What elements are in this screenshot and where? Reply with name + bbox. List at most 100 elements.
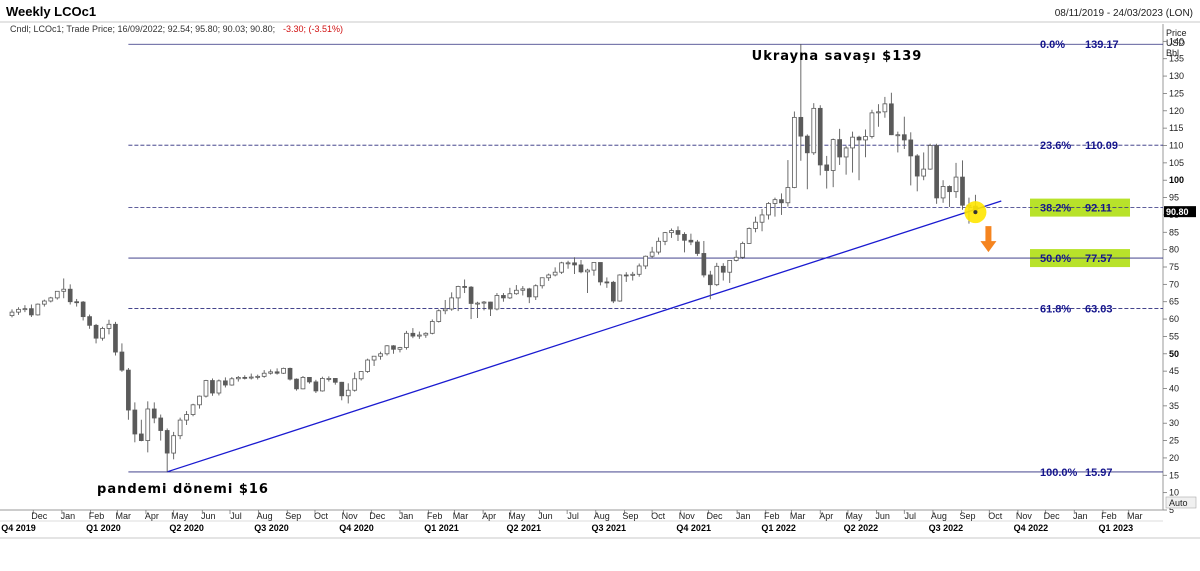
candle-body (9, 311, 15, 316)
y-tick-label: 130 (1169, 71, 1184, 81)
candle-body (598, 262, 603, 283)
down-arrow-icon (980, 226, 997, 253)
candle-body (391, 345, 396, 350)
candle-body (908, 139, 914, 157)
y-tick-label: 100 (1169, 175, 1184, 185)
candle-body (707, 274, 713, 286)
candle-body (688, 239, 694, 243)
y-tick-label: 70 (1169, 279, 1179, 289)
x-tick-month-label: Mar (453, 511, 469, 521)
y-tick-label: 50 (1169, 349, 1179, 359)
fib-level-value: 92.11 (1085, 203, 1112, 215)
support-trendline (166, 200, 1002, 473)
candle-body (623, 274, 629, 277)
candle-body (617, 274, 623, 302)
candle-body (22, 308, 28, 311)
candle-body (410, 332, 416, 337)
candle-body (106, 323, 112, 329)
candle-body (947, 186, 952, 193)
candle-body (546, 274, 552, 279)
x-tick-month-label: Feb (427, 511, 443, 521)
candle-body (817, 107, 823, 166)
x-tick-quarter-label: Q1 2021 (424, 523, 459, 533)
candle-body (804, 135, 810, 154)
legend-change: -3.30; (-3.51%) (283, 24, 343, 34)
candle-body (662, 232, 668, 242)
x-tick-month-label: Jan (1073, 511, 1088, 521)
x-tick-quarter-label: Q1 2020 (86, 523, 121, 533)
candle-body (740, 242, 745, 258)
candle-body (35, 303, 41, 316)
candle-body (378, 353, 383, 357)
x-tick-month-label: Jun (538, 511, 553, 521)
candle-body (824, 164, 830, 171)
candle-body (268, 371, 273, 374)
candle-body (811, 107, 817, 154)
candle-body (656, 240, 661, 253)
fib-level-value: 63.03 (1085, 304, 1113, 316)
candle-body (61, 288, 67, 292)
candle-body (216, 380, 222, 394)
candle-body (636, 265, 642, 275)
candle-body (339, 381, 345, 397)
x-tick-month-label: Sep (285, 511, 301, 521)
candle-body (203, 380, 209, 397)
x-tick-month-label: May (508, 511, 526, 521)
candle-body (843, 147, 849, 158)
x-tick-month-label: Nov (679, 511, 696, 521)
x-tick-quarter-label: Q4 2021 (676, 523, 711, 533)
candle-body (798, 116, 804, 137)
y-axis-label-currency: USD (1166, 38, 1186, 48)
candle-body (436, 310, 442, 322)
fib-level-value: 77.57 (1085, 253, 1113, 265)
candle-body (287, 367, 293, 380)
candle-body (759, 214, 765, 223)
x-tick-month-label: Jul (230, 511, 242, 521)
candle-body (604, 281, 610, 284)
candle-body (565, 262, 571, 265)
candle-body (113, 323, 118, 353)
candle-body (507, 293, 513, 299)
x-tick-quarter-label: Q3 2020 (254, 523, 289, 533)
fib-level-value: 15.97 (1085, 467, 1113, 479)
candle-body (255, 375, 261, 378)
candle-body (320, 378, 325, 392)
candle-body (307, 376, 312, 383)
legend-main: Cndl; LCOc1; Trade Price; 16/09/2022; 92… (10, 24, 275, 34)
candle-body (41, 300, 47, 305)
candle-body (914, 155, 920, 177)
x-tick-month-label: Apr (145, 511, 159, 521)
candle-body (869, 112, 875, 137)
candle-body (953, 176, 959, 193)
candle-body (145, 408, 151, 441)
x-tick-month-label: Apr (819, 511, 833, 521)
x-tick-quarter-label: Q2 2022 (844, 523, 879, 533)
fib-level-value: 110.09 (1085, 140, 1118, 152)
candle-body (294, 378, 299, 390)
candle-body (365, 359, 370, 372)
candle-body (93, 324, 99, 339)
candle-body (649, 251, 655, 257)
candle-body (772, 199, 778, 204)
candle-body (404, 332, 409, 348)
candle-body (100, 328, 105, 339)
auto-scale-button[interactable] (1165, 496, 1197, 509)
candle-body (876, 111, 881, 114)
y-tick-label: 115 (1169, 123, 1183, 133)
x-tick-quarter-label: Q4 2022 (1014, 523, 1049, 533)
y-tick-label: 95 (1169, 193, 1179, 203)
x-tick-quarter-label: Q1 2022 (761, 523, 796, 533)
y-tick-label: 80 (1169, 245, 1179, 255)
candle-body (223, 380, 228, 386)
candle-body (80, 301, 86, 318)
y-tick-label: 45 (1169, 366, 1179, 376)
candle-body (132, 409, 138, 435)
candle-body (119, 351, 125, 371)
y-tick-label: 55 (1169, 331, 1179, 341)
candle-body (514, 289, 519, 295)
x-tick-month-label: Jun (201, 511, 216, 521)
y-tick-label: 40 (1169, 384, 1179, 394)
candle-body (177, 419, 183, 437)
y-axis-label-unit: Bbl (1166, 48, 1179, 58)
